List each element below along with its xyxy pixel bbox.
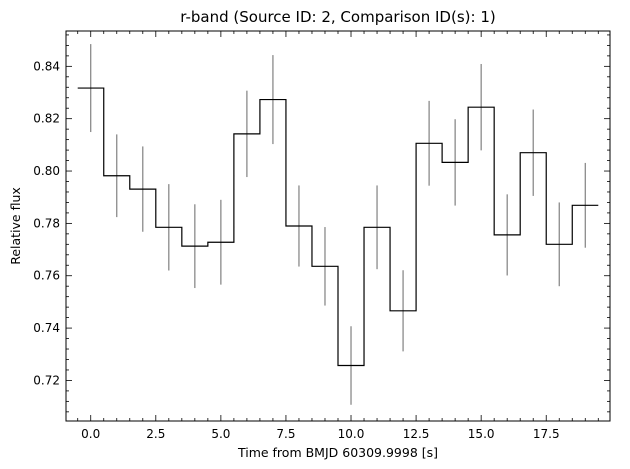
flux-step-line: [77, 87, 599, 367]
y-tick-label: 0.72: [33, 373, 60, 387]
x-tick-label: 15.0: [468, 427, 495, 441]
axis-ticks: 0.0 2.5 5.0 7.5 10.0 12.5 15.0 17.5 0.72 0.74 0.76…: [33, 31, 610, 441]
y-tick-label: 0.76: [33, 269, 60, 283]
y-tick-label: 0.84: [33, 59, 60, 73]
y-tick-label: 0.74: [33, 321, 60, 335]
plot-frame: [65, 30, 611, 422]
x-tick-label: 12.5: [403, 427, 430, 441]
y-tick-label: 0.82: [33, 112, 60, 126]
x-tick-label: 7.5: [276, 427, 295, 441]
x-tick-label: 2.5: [146, 427, 165, 441]
x-tick-label: 17.5: [533, 427, 560, 441]
x-tick-label: 10.0: [338, 427, 365, 441]
x-axis-label: Time from BMJD 60309.9998 [s]: [237, 445, 438, 460]
y-axis-label: Relative flux: [8, 187, 23, 265]
y-tick-label: 0.78: [33, 216, 60, 230]
x-tick-label: 5.0: [211, 427, 230, 441]
chart-title: r-band (Source ID: 2, Comparison ID(s): …: [180, 8, 495, 26]
y-tick-label: 0.80: [33, 164, 60, 178]
x-tick-label: 0.0: [81, 427, 100, 441]
